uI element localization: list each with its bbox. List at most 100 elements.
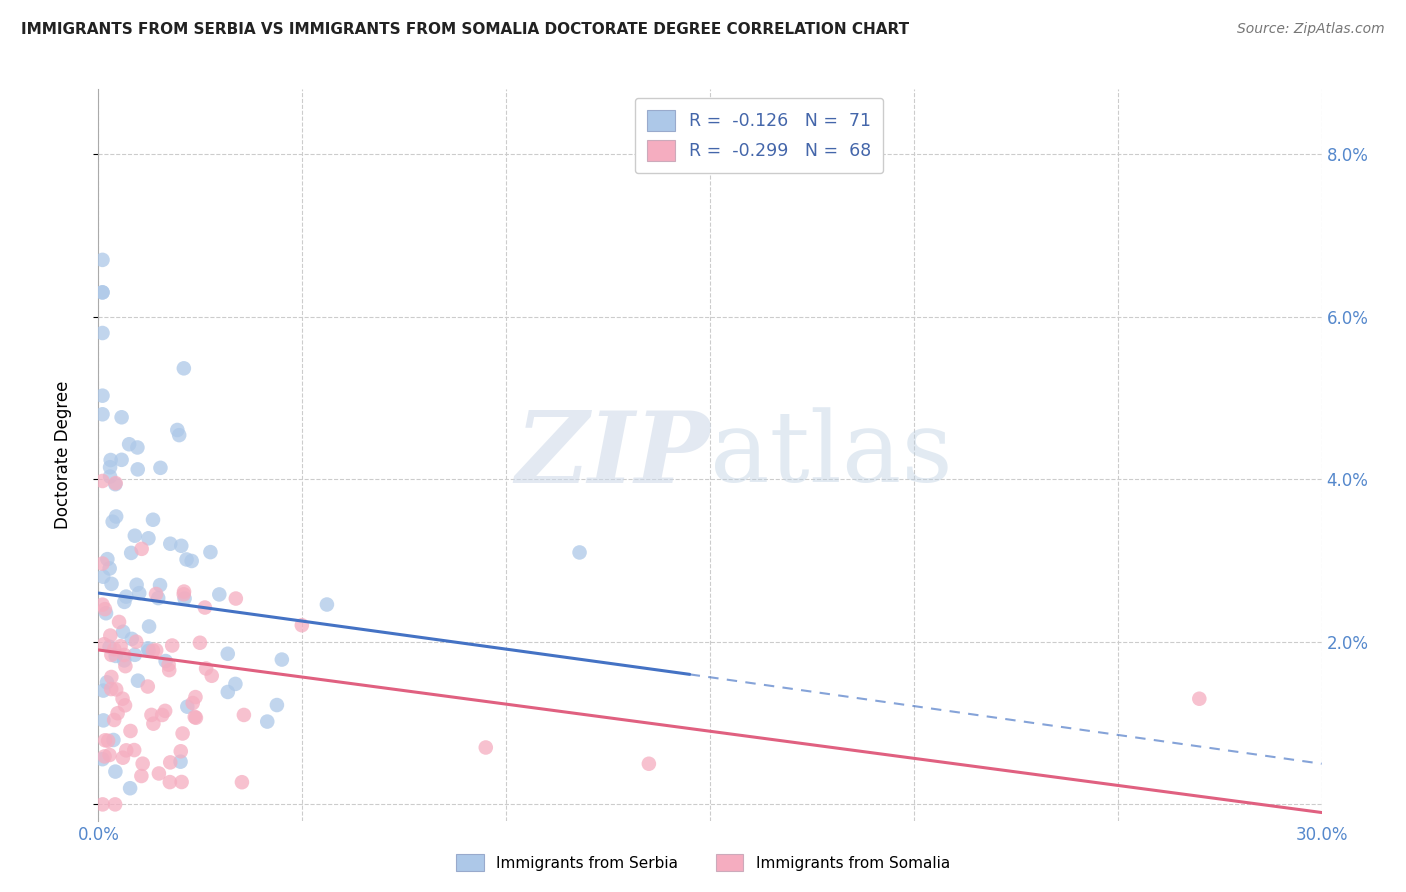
Legend: R =  -0.126   N =  71, R =  -0.299   N =  68: R = -0.126 N = 71, R = -0.299 N = 68 [636,98,883,173]
Point [98,460,121,475]
Point [91,570,114,584]
Point [200,545,222,559]
Point [176,552,198,566]
Point [173,587,195,601]
Point [110,452,132,467]
Point [224,677,246,691]
Point [127,441,149,455]
Point [98,561,121,575]
Point [142,716,165,731]
Point [105,509,128,524]
Point [112,624,135,639]
Point [120,723,142,738]
Point [184,690,207,704]
Point [232,708,254,723]
Point [195,661,218,675]
Point [94,733,117,747]
Point [568,545,591,559]
Text: Source: ZipAtlas.com: Source: ZipAtlas.com [1237,22,1385,37]
Point [270,652,292,666]
Point [208,587,231,601]
Point [112,648,135,662]
Point [118,437,141,451]
Point [225,591,247,606]
Point [160,639,183,653]
Point [120,546,142,560]
Point [107,706,129,721]
Point [91,285,114,300]
Point [150,708,173,723]
Point [170,775,193,789]
Point [93,749,115,764]
Point [316,598,339,612]
Point [180,554,202,568]
Point [91,326,114,340]
Point [101,515,124,529]
Point [103,642,125,657]
Point [91,474,114,488]
Point [157,657,180,672]
Point [98,629,121,643]
Point [110,639,132,653]
Point [176,699,198,714]
Point [173,584,195,599]
Point [142,513,165,527]
Point [127,462,149,476]
Point [96,675,118,690]
Point [172,726,194,740]
Point [120,781,142,796]
Point [159,756,181,770]
Point [94,602,117,616]
Point [157,663,180,677]
Point [125,578,148,592]
Point [266,698,288,712]
Point [131,541,153,556]
Point [100,681,122,696]
Point [142,643,165,657]
Point [256,714,278,729]
Point [112,653,135,667]
Y-axis label: Doctorate Degree: Doctorate Degree [53,381,72,529]
Point [100,648,122,662]
Point [194,600,217,615]
Point [201,669,224,683]
Point [127,673,149,688]
Point [141,707,163,722]
Point [104,764,127,779]
Point [159,775,181,789]
Point [91,752,114,766]
Point [149,460,172,475]
Point [122,743,145,757]
Point [98,469,121,483]
Point [181,696,204,710]
Point [91,683,114,698]
Point [188,636,211,650]
Point [170,744,193,758]
Point [217,685,239,699]
Point [474,740,498,755]
Point [166,423,188,437]
Point [231,775,253,789]
Point [108,615,131,629]
Point [1188,691,1211,706]
Point [125,634,148,648]
Point [111,691,134,706]
Point [115,743,138,757]
Point [138,619,160,633]
Point [153,704,176,718]
Point [184,711,207,725]
Point [103,713,125,727]
Text: atlas: atlas [710,407,953,503]
Point [138,643,160,657]
Point [114,698,136,713]
Point [173,361,195,376]
Point [121,632,143,646]
Point [136,680,159,694]
Point [124,648,146,662]
Point [115,590,138,604]
Point [103,733,125,747]
Point [169,755,191,769]
Point [136,641,159,656]
Point [111,750,134,764]
Point [98,640,121,654]
